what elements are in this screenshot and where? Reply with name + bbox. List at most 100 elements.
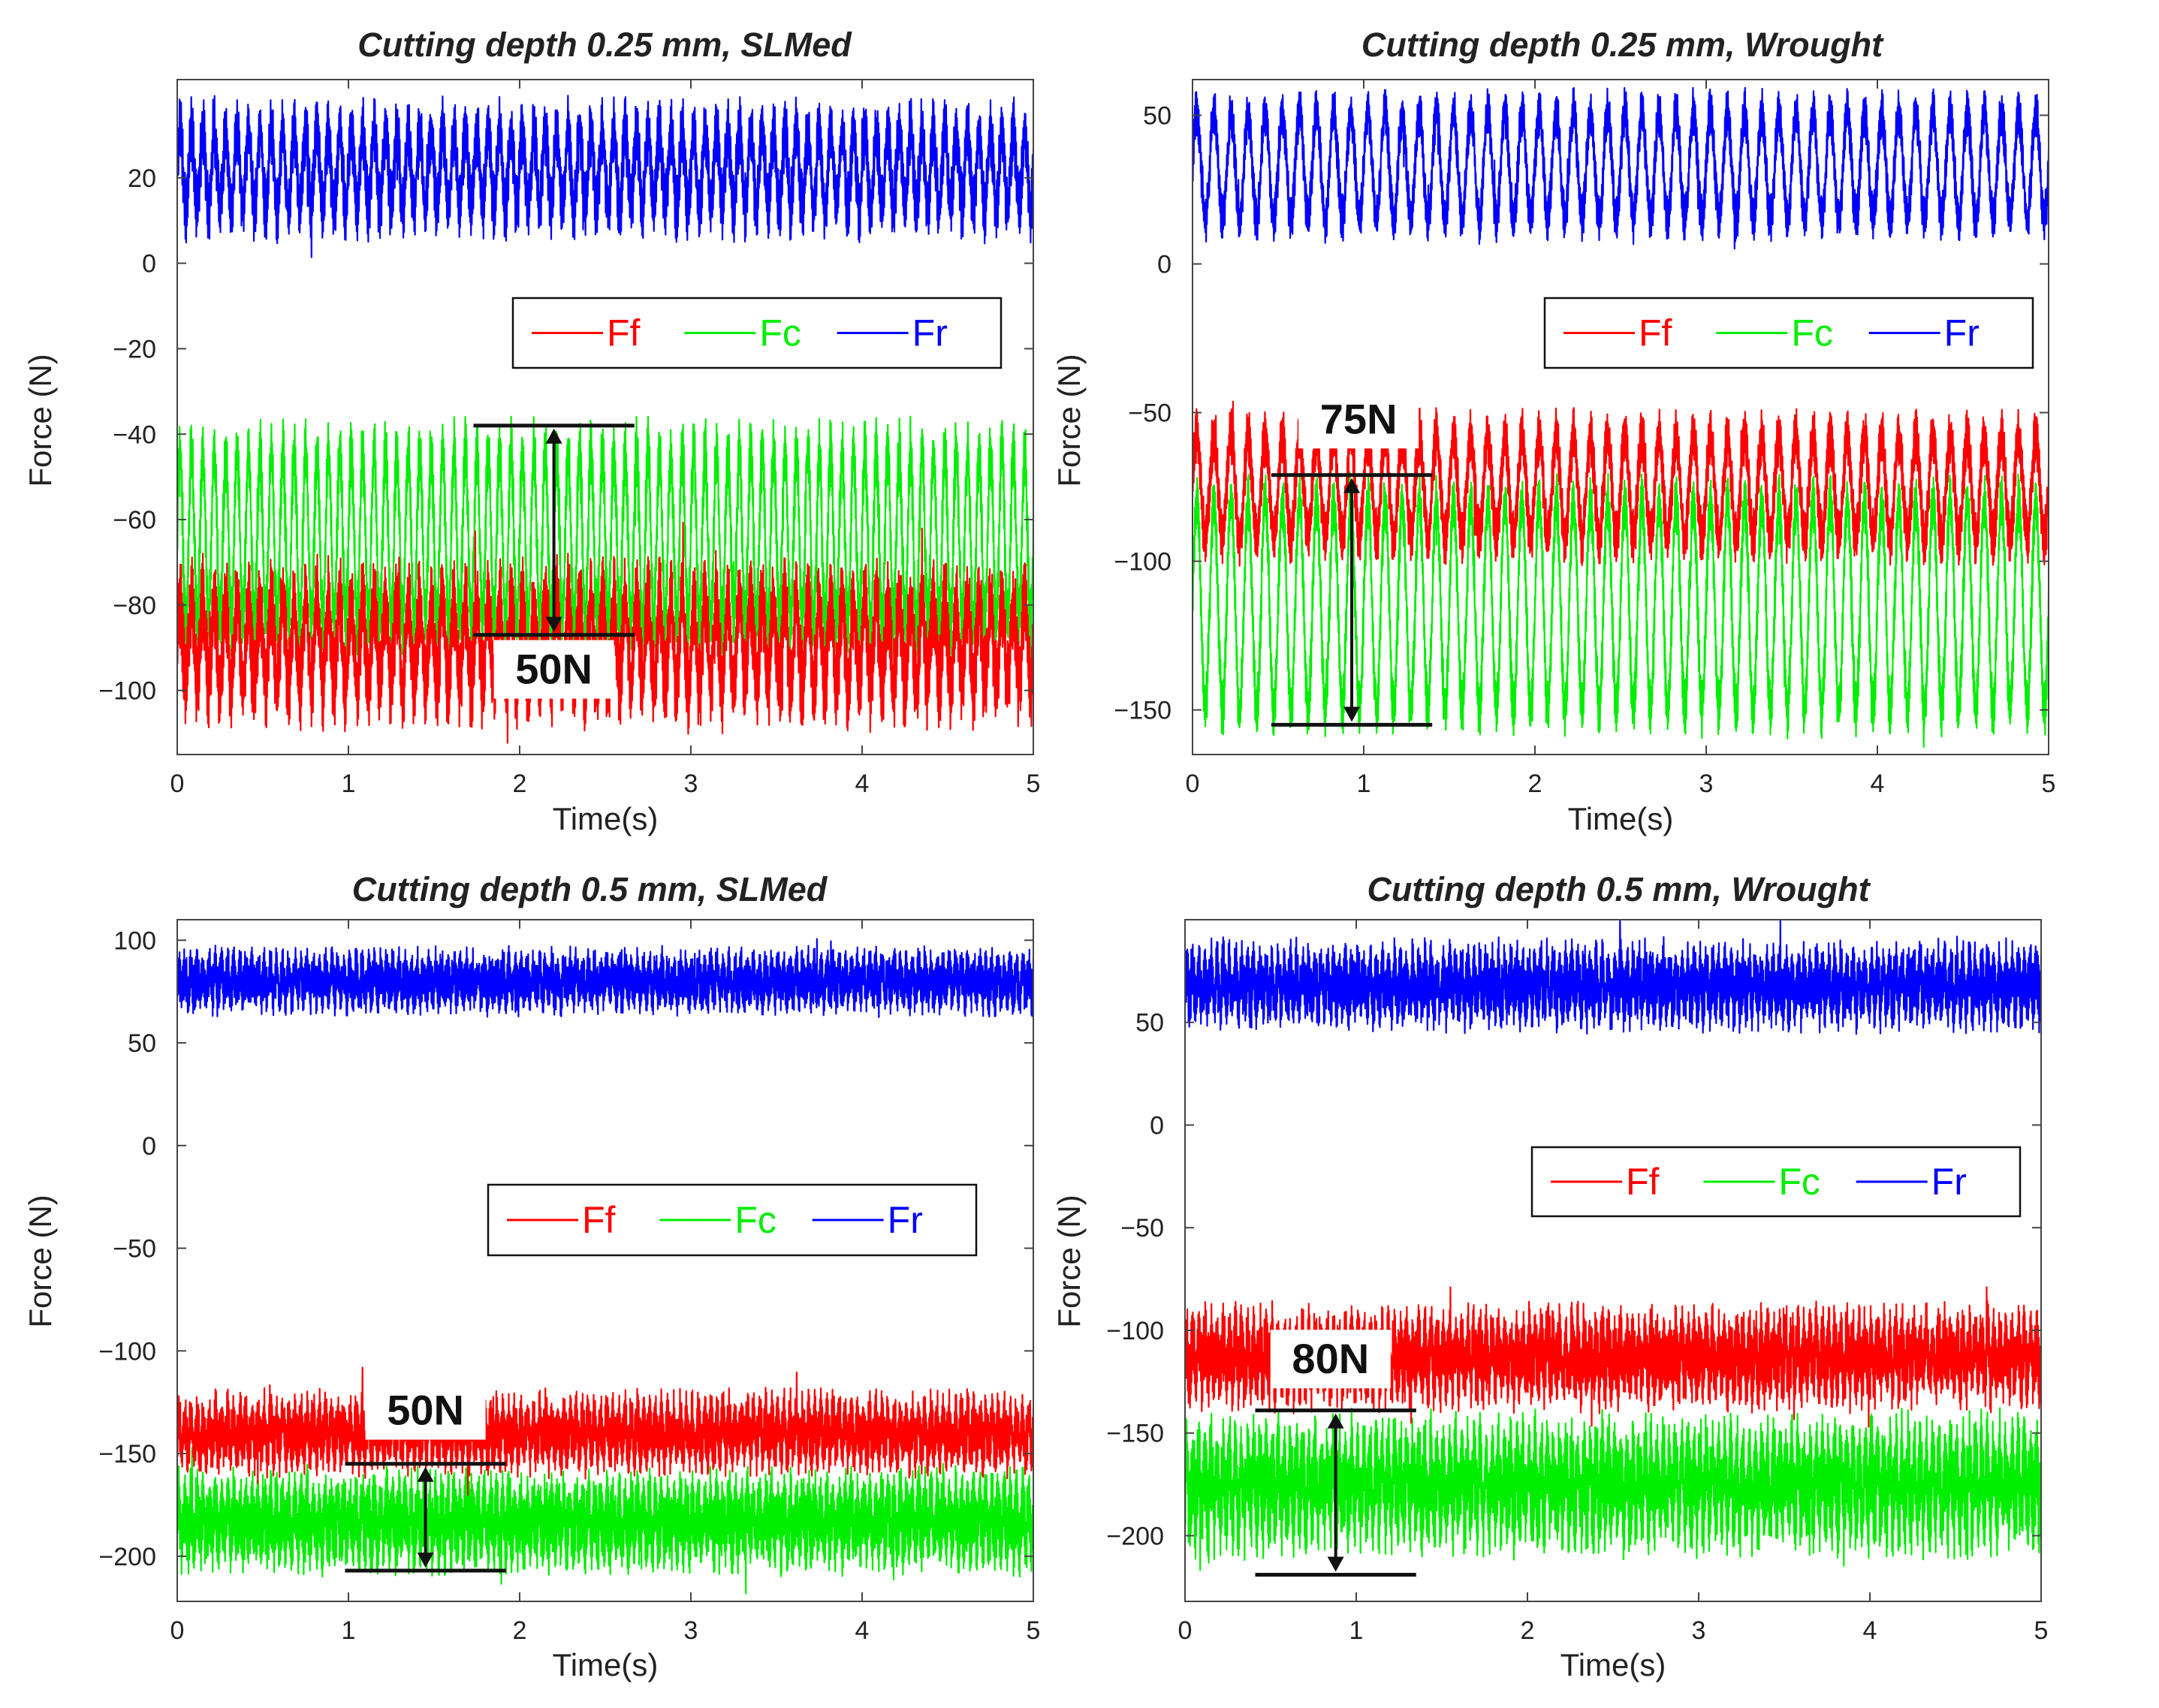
y-tick-label: −150 [1106, 1420, 1164, 1448]
y-tick-label: 50 [1135, 1009, 1164, 1038]
annotation-arrow-head-up [1327, 1413, 1344, 1429]
chart-panel-4: Cutting depth 0.5 mm, Wrought500−50−100−… [1051, 870, 2048, 1682]
y-tick-label: 50 [1143, 102, 1171, 131]
y-tick-label: 0 [142, 250, 156, 279]
legend-label-Fc: Fc [759, 312, 801, 354]
y-tick-label: −50 [1128, 399, 1171, 428]
y-tick-label: −80 [113, 592, 156, 620]
annotation-label-bg [1270, 1330, 1391, 1389]
series-Fr-trace [1185, 920, 2041, 1035]
annotation-arrow-head-up [417, 1466, 434, 1482]
chart-title: Cutting depth 0.25 mm, Wrought [1361, 26, 1884, 64]
signal-traces [177, 95, 1033, 744]
y-axis-label: Force (N) [1051, 1194, 1087, 1327]
x-tick-label: 2 [1528, 770, 1542, 798]
x-tick-label: 5 [1027, 1616, 1041, 1645]
x-tick-label: 1 [1357, 770, 1371, 798]
legend-label-Ff: Ff [1639, 312, 1672, 354]
x-tick-label: 5 [2042, 770, 2056, 798]
series-Fr-trace [177, 95, 1033, 258]
x-tick-label: 2 [1521, 1616, 1535, 1645]
legend: Ff Fc Fr [1543, 297, 2034, 369]
annotation-arrow-head-up [545, 428, 562, 444]
y-tick-label: −40 [113, 420, 156, 449]
force-difference-annotation: 50N [345, 1381, 506, 1573]
y-tick-label: 0 [1150, 1111, 1164, 1140]
annotation-label: 50N [387, 1387, 464, 1434]
x-tick-label: 3 [1692, 1616, 1706, 1645]
x-tick-label: 1 [342, 770, 356, 798]
y-tick-label: 50 [128, 1029, 156, 1058]
chart-title: Cutting depth 0.5 mm, Wrought [1367, 870, 1871, 908]
legend-label-Fc: Fc [1791, 312, 1833, 354]
y-tick-label: −150 [98, 1440, 156, 1469]
x-tick-label: 1 [342, 1616, 356, 1645]
series-Fc-trace [177, 415, 1033, 658]
legend-label-Fr: Fr [888, 1199, 923, 1241]
legend-label-Ff: Ff [607, 312, 641, 354]
legend: Ff Fc Fr [511, 297, 1003, 369]
x-tick-label: 0 [170, 1616, 185, 1645]
x-axis-label: Time(s) [1568, 801, 1674, 836]
y-tick-label: −100 [1114, 548, 1171, 577]
x-tick-label: 5 [1027, 770, 1041, 798]
legend-label-Ff: Ff [582, 1199, 616, 1241]
annotation-label: 75N [1320, 395, 1398, 442]
y-axis-label: Force (N) [1051, 354, 1087, 486]
x-tick-label: 1 [1349, 1616, 1364, 1645]
chart-panel-2: Cutting depth 0.25 mm, Wrought 50 0 −50 −100… [1051, 26, 2055, 836]
y-tick-label: −100 [98, 1337, 156, 1366]
x-tick-label: 4 [1863, 1616, 1877, 1645]
legend-label-Ff: Ff [1626, 1161, 1660, 1203]
series-Fc-trace [1185, 1407, 2041, 1571]
plot-frame [176, 79, 1034, 755]
annotation-label-bg [493, 640, 614, 699]
x-tick-label: 5 [2034, 1616, 2049, 1645]
y-tick-label: −100 [1106, 1317, 1164, 1345]
series-Fr-trace [177, 938, 1033, 1018]
y-tick-label: −200 [98, 1543, 156, 1571]
legend-label-Fr: Fr [1931, 1161, 1967, 1203]
chart-panel-1: Cutting depth 0.25 mm, SLMed200−20−40−60… [23, 26, 1040, 836]
x-axis-label: Time(s) [553, 801, 659, 836]
legend-label-Fr: Fr [912, 312, 948, 354]
legend-label-Fc: Fc [734, 1199, 776, 1241]
x-tick-label: 3 [684, 1616, 698, 1645]
legend: Ff Fc Fr [487, 1183, 978, 1257]
legend-label-Fc: Fc [1778, 1161, 1820, 1203]
x-tick-label: 2 [513, 770, 527, 798]
y-tick-label: 0 [1157, 251, 1171, 279]
x-axis-label: Time(s) [1560, 1647, 1666, 1682]
force-difference-annotation: 80N [1255, 1330, 1416, 1577]
legend-label-Fr: Fr [1944, 312, 1980, 354]
annotation-arrow-head-down [1327, 1556, 1344, 1572]
series-Fc-trace [177, 1447, 1033, 1595]
x-tick-label: 0 [1178, 1616, 1193, 1645]
x-tick-label: 4 [1871, 770, 1885, 798]
chart-title: Cutting depth 0.5 mm, SLMed [352, 870, 828, 908]
y-tick-label: 20 [128, 164, 156, 193]
annotation-arrow-head-down [545, 616, 562, 632]
plot-frame [1192, 79, 2049, 755]
y-tick-label: 0 [142, 1132, 156, 1161]
series-Fc-trace [1193, 471, 2049, 748]
series-Fr-trace [1193, 86, 2049, 250]
force-difference-annotation: 50N [473, 423, 635, 699]
y-tick-label: −60 [113, 506, 156, 535]
y-tick-label: −200 [1106, 1522, 1164, 1550]
y-tick-label: −20 [113, 335, 156, 363]
signal-traces [177, 938, 1033, 1595]
plot-frame [176, 919, 1034, 1602]
y-axis-label: Force (N) [23, 354, 58, 486]
y-tick-label: −150 [1114, 697, 1171, 725]
y-tick-label: −50 [113, 1235, 156, 1264]
annotation-label: 80N [1292, 1335, 1369, 1382]
series-Ff-trace [177, 1366, 1033, 1496]
chart-panel-3: Cutting depth 0.5 mm, SLMed100500−50−100… [23, 870, 1040, 1682]
x-tick-label: 2 [513, 1616, 527, 1645]
y-axis-label: Force (N) [23, 1194, 58, 1327]
annotation-arrow-head-down [417, 1552, 434, 1568]
annotation-label-bg [365, 1381, 486, 1440]
series-Ff-trace [177, 522, 1033, 744]
